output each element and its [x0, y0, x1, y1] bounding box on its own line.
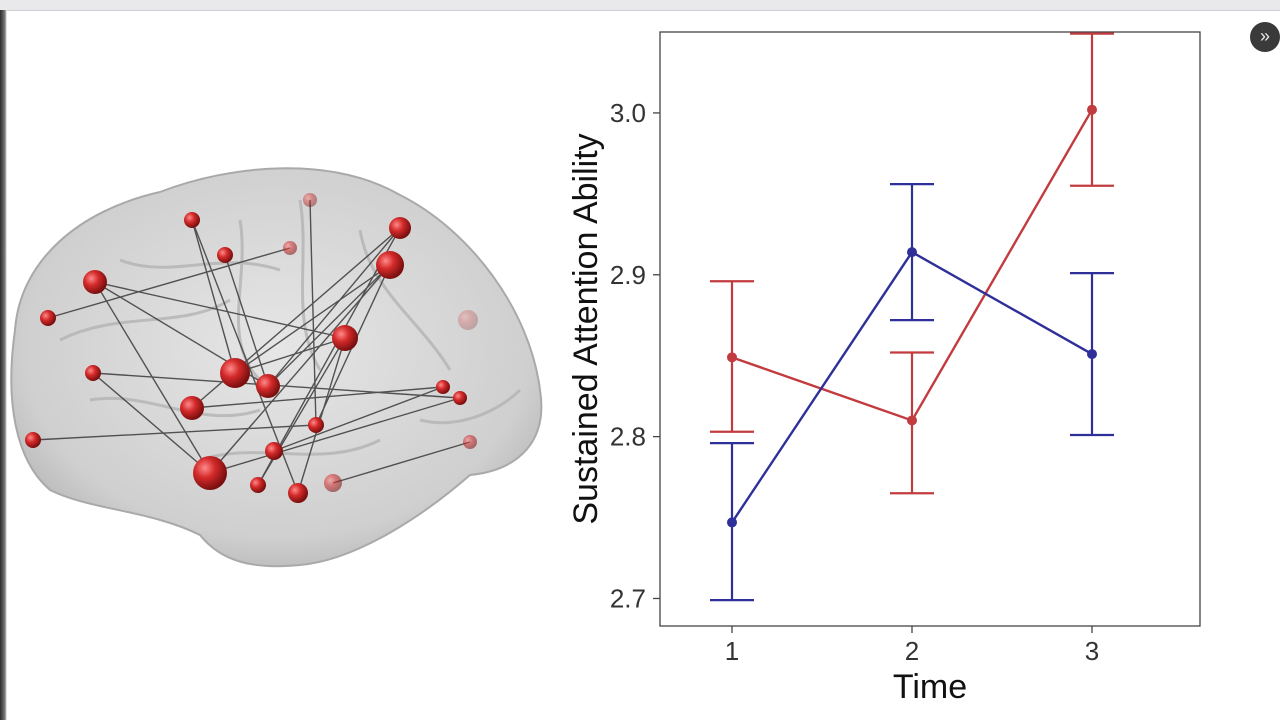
x-tick-label: 3 — [1085, 636, 1099, 666]
data-point — [727, 352, 737, 363]
data-point — [727, 517, 737, 528]
y-tick-label: 2.7 — [610, 583, 646, 613]
tick-layer: 2.7 2.8 2.9 3.0 1 2 3 — [610, 98, 1099, 666]
plot-frame — [659, 31, 1201, 627]
data-point — [907, 247, 917, 258]
window-left-edge — [0, 10, 7, 720]
y-axis-label: Sustained Attention Ability — [567, 133, 605, 524]
brain-network-figure — [10, 167, 543, 568]
brain-nodes — [25, 193, 478, 503]
y-tick-label: 2.9 — [610, 260, 646, 290]
x-axis-label: Time — [893, 668, 967, 706]
x-tick-label: 2 — [905, 636, 919, 666]
data-point — [1087, 104, 1097, 115]
brain-outline — [10, 167, 543, 568]
data-point — [1087, 349, 1097, 360]
x-tick-label: 1 — [725, 636, 739, 666]
series-layer — [710, 32, 1114, 602]
chevron-right-icon[interactable]: » — [1250, 22, 1280, 52]
y-tick-label: 2.8 — [610, 422, 646, 452]
y-tick-label: 3.0 — [610, 98, 646, 128]
slide-caption-cutoff — [570, 702, 1270, 720]
browser-bookmarks-bar — [0, 0, 1280, 11]
data-point — [907, 415, 917, 426]
